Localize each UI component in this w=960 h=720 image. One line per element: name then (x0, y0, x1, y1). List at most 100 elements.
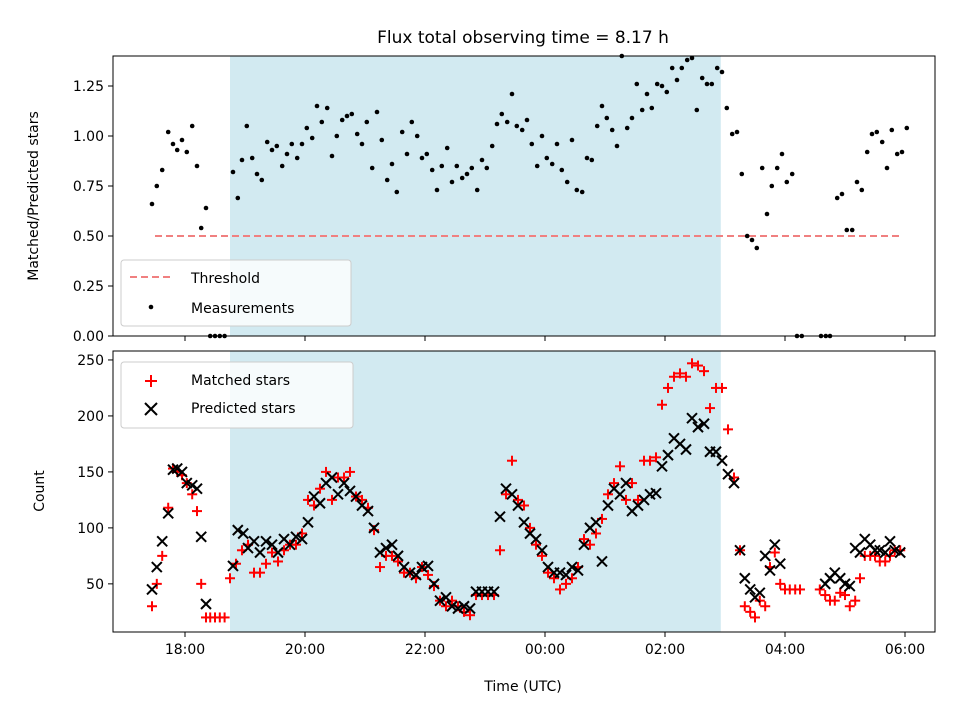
measurement-point (399, 129, 405, 135)
marker-stroke (380, 542, 392, 554)
measurement-point (714, 65, 720, 71)
marker-stroke (146, 583, 158, 596)
marker-stroke (266, 538, 278, 551)
marker-stroke (356, 499, 368, 512)
measurement-point (554, 141, 560, 147)
matched-star-marker (723, 424, 733, 435)
marker-stroke (434, 594, 446, 607)
marker-stroke (744, 583, 756, 596)
marker-stroke (386, 538, 398, 551)
predicted-legend-label: Predicted stars (191, 401, 296, 417)
matched-star-marker (603, 489, 613, 500)
measurement-point (634, 81, 640, 87)
bottom-legend-box (120, 361, 354, 429)
measurement-point (369, 165, 375, 171)
matched-star-marker (627, 478, 637, 489)
predicted-star-marker (692, 421, 704, 433)
matched-star-marker (621, 494, 631, 505)
measurement-point (389, 161, 395, 167)
top-y-tick-label: 0.00 (73, 329, 104, 345)
marker-stroke (680, 443, 692, 456)
measurement-point (469, 165, 475, 171)
marker-stroke (874, 544, 886, 556)
measurement-point (569, 137, 575, 143)
predicted-star-marker (350, 490, 362, 503)
matched-star-marker (760, 601, 771, 612)
matched-star-marker (591, 528, 601, 539)
marker-stroke (195, 531, 207, 543)
marker-stroke (171, 462, 183, 475)
measurement-point (854, 179, 860, 185)
bottom-plot-frame (112, 350, 936, 633)
marker-stroke (452, 602, 464, 615)
marker-stroke (764, 564, 776, 577)
measurement-point (759, 165, 765, 171)
measurement-point (749, 237, 755, 243)
bottom-y-tick-label: 250 (77, 353, 104, 369)
matched-star-marker (775, 578, 786, 589)
predicted-star-marker (200, 598, 212, 610)
marker-stroke (176, 466, 188, 478)
matched-star-marker (219, 612, 230, 623)
matched-star-marker (531, 539, 541, 550)
marker-stroke (314, 497, 326, 509)
marker-stroke (227, 560, 239, 572)
measurement-point (564, 179, 570, 185)
measurement-point (774, 165, 780, 171)
matched-star-marker (814, 584, 825, 595)
measurement-point (484, 165, 490, 171)
matched-star-marker (267, 547, 277, 558)
predicted-star-marker (237, 527, 249, 540)
marker-stroke (506, 488, 518, 501)
matched-star-marker (327, 494, 337, 505)
measurement-point (789, 171, 795, 177)
predicted-star-marker (227, 560, 239, 572)
matched-star-marker (880, 556, 891, 567)
measurement-point (694, 107, 700, 113)
matched-star-marker (387, 550, 397, 561)
marker-stroke (536, 544, 548, 556)
matched-legend-swatch (145, 375, 157, 387)
matched-star-marker (633, 494, 643, 505)
matched-star-marker (465, 610, 475, 621)
measurement-point (904, 125, 910, 131)
matched-star-marker (192, 506, 202, 517)
marker-stroke (554, 566, 566, 579)
measurement-point (524, 117, 530, 123)
predicted-star-marker (512, 499, 524, 512)
bottom-panel: 50 100 150 200 250 18:00 20:00 22:00 00:00 02:00 0… (32, 350, 936, 695)
marker-stroke (284, 538, 296, 551)
predicted-star-marker (232, 524, 244, 536)
measurement-point (894, 151, 900, 157)
matched-star-marker (375, 562, 385, 573)
matched-star-marker (835, 587, 846, 598)
predicted-star-marker (602, 499, 614, 512)
marker-stroke (844, 580, 856, 592)
measurement-point (424, 151, 430, 157)
marker-stroke (698, 418, 710, 430)
bottom-ticks: 50 100 150 200 250 18:00 20:00 22:00 00:00 02:00 0… (77, 353, 925, 658)
measurement-point (479, 157, 485, 163)
measurement-point (339, 117, 345, 123)
matched-star-marker (163, 502, 174, 513)
matched-star-marker (687, 358, 697, 369)
measurement-point (699, 75, 705, 81)
marker-stroke (839, 578, 851, 590)
measurement-point (769, 183, 775, 189)
marker-stroke (614, 488, 626, 501)
bottom-legend: Matched stars Predicted stars (120, 361, 354, 429)
measurement-point (359, 141, 365, 147)
predicted-star-marker (739, 572, 751, 584)
marker-stroke (464, 602, 476, 615)
measurement-point (834, 195, 840, 201)
matched-star-marker (225, 573, 235, 584)
measurement-point (729, 131, 735, 137)
top-y-tick-label: 0.50 (73, 229, 104, 245)
matched-star-marker (844, 601, 855, 612)
x-tick-label: 06:00 (885, 642, 925, 658)
measurement-point (614, 143, 620, 149)
measurement-point (314, 103, 320, 109)
matched-star-marker (519, 500, 529, 511)
marker-stroke (590, 516, 602, 528)
